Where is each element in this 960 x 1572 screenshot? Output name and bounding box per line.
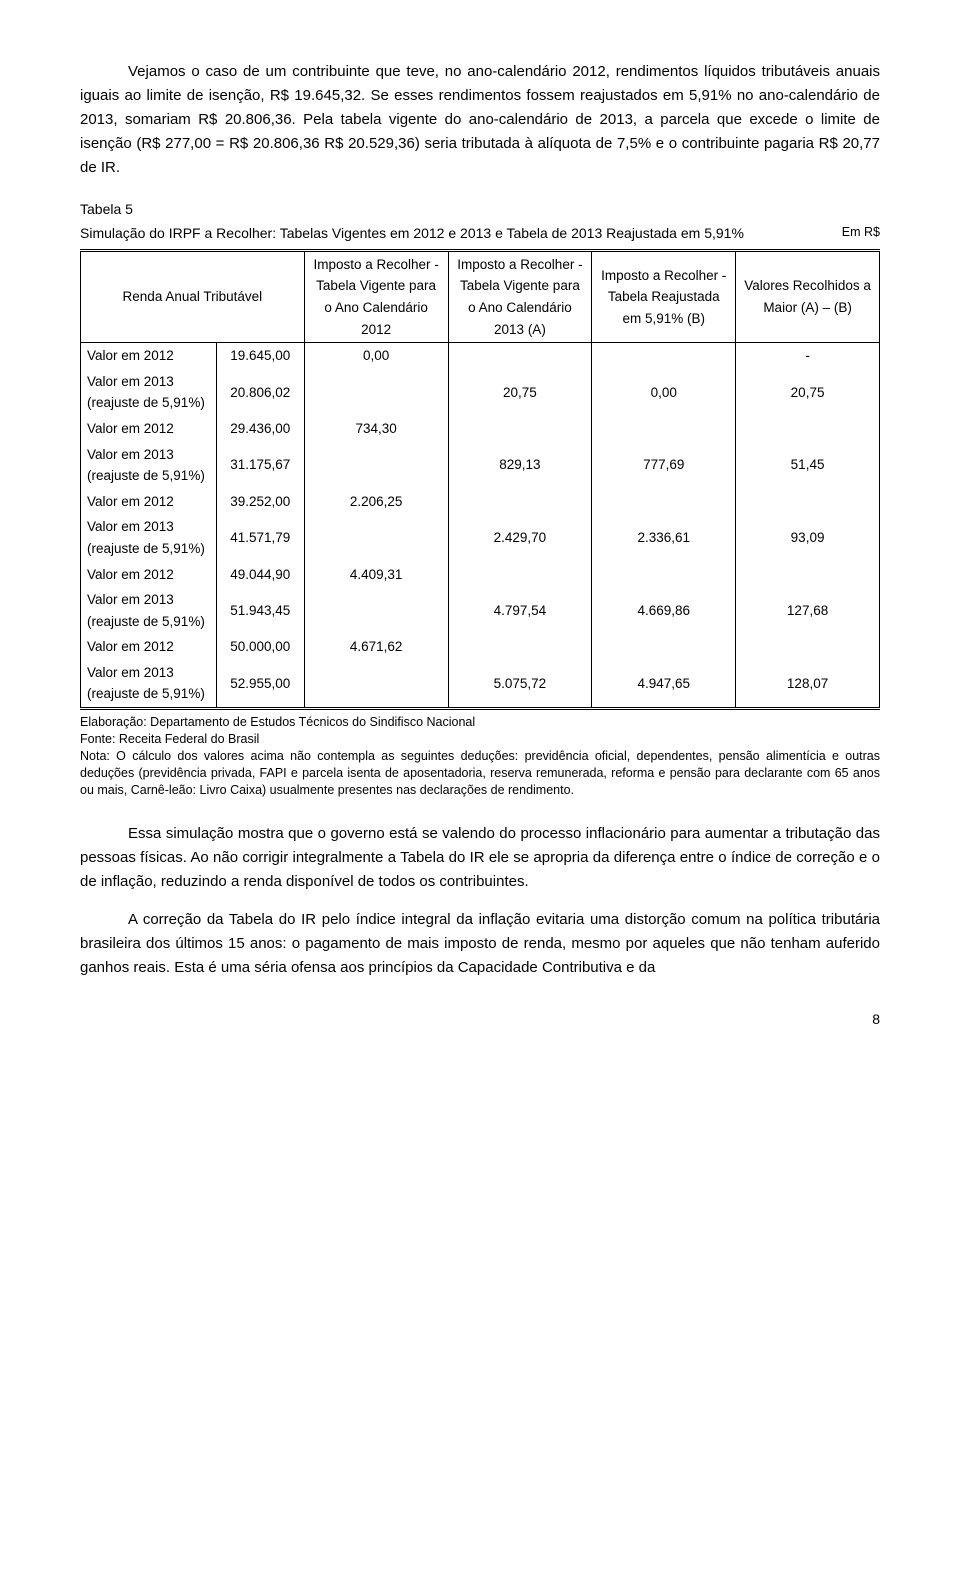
cell-empty — [592, 634, 736, 660]
cell-amount-2012: 50.000,00 — [216, 634, 304, 660]
cell-tax-b: 777,69 — [592, 442, 736, 489]
cell-empty — [304, 369, 448, 416]
cell-diff: 93,09 — [736, 514, 880, 561]
cell-tax-a: 2.429,70 — [448, 514, 592, 561]
cell-amount-2012: 19.645,00 — [216, 343, 304, 369]
cell-empty — [448, 343, 592, 369]
cell-tax-2012: 4.409,31 — [304, 562, 448, 588]
page-number: 8 — [80, 1008, 880, 1030]
row-label-2012: Valor em 2012 — [81, 489, 217, 515]
row-label-2012: Valor em 2012 — [81, 562, 217, 588]
table-unit: Em R$ — [842, 222, 880, 242]
cell-empty — [304, 442, 448, 489]
cell-empty — [592, 489, 736, 515]
cell-empty — [592, 562, 736, 588]
cell-diff: 127,68 — [736, 587, 880, 634]
th-valores-maior: Valores Recolhidos a Maior (A) – (B) — [736, 250, 880, 342]
th-imposto-2013-a: Imposto a Recolher - Tabela Vigente para… — [448, 250, 592, 342]
row-label-2012: Valor em 2012 — [81, 416, 217, 442]
paragraph-2: Essa simulação mostra que o governo está… — [80, 822, 880, 894]
cell-tax-b: 4.669,86 — [592, 587, 736, 634]
cell-amount-2013: 41.571,79 — [216, 514, 304, 561]
cell-empty — [448, 562, 592, 588]
table-subtitle-text: Simulação do IRPF a Recolher: Tabelas Vi… — [80, 225, 744, 241]
note-fonte: Fonte: Receita Federal do Brasil — [80, 731, 880, 748]
row-label-2013: Valor em 2013 (reajuste de 5,91%) — [81, 660, 217, 709]
cell-empty — [448, 489, 592, 515]
cell-tax-b: 0,00 — [592, 369, 736, 416]
cell-dash — [736, 634, 880, 660]
row-label-2013: Valor em 2013 (reajuste de 5,91%) — [81, 369, 217, 416]
cell-tax-2012: 2.206,25 — [304, 489, 448, 515]
row-label-2013: Valor em 2013 (reajuste de 5,91%) — [81, 587, 217, 634]
cell-tax-b: 4.947,65 — [592, 660, 736, 709]
paragraph-3: A correção da Tabela do IR pelo índice i… — [80, 908, 880, 980]
cell-tax-2012: 4.671,62 — [304, 634, 448, 660]
cell-amount-2013: 52.955,00 — [216, 660, 304, 709]
cell-tax-2012: 734,30 — [304, 416, 448, 442]
row-label-2013: Valor em 2013 (reajuste de 5,91%) — [81, 442, 217, 489]
cell-tax-2012: 0,00 — [304, 343, 448, 369]
cell-empty — [304, 660, 448, 709]
cell-tax-a: 20,75 — [448, 369, 592, 416]
row-label-2013: Valor em 2013 (reajuste de 5,91%) — [81, 514, 217, 561]
th-imposto-reaj-b: Imposto a Recolher - Tabela Reajustada e… — [592, 250, 736, 342]
cell-amount-2013: 31.175,67 — [216, 442, 304, 489]
cell-tax-a: 5.075,72 — [448, 660, 592, 709]
cell-diff: 20,75 — [736, 369, 880, 416]
cell-dash — [736, 416, 880, 442]
cell-empty — [592, 343, 736, 369]
cell-amount-2012: 49.044,90 — [216, 562, 304, 588]
cell-diff: 128,07 — [736, 660, 880, 709]
cell-tax-b: 2.336,61 — [592, 514, 736, 561]
cell-amount-2012: 29.436,00 — [216, 416, 304, 442]
th-imposto-2012: Imposto a Recolher - Tabela Vigente para… — [304, 250, 448, 342]
row-label-2012: Valor em 2012 — [81, 343, 217, 369]
table-notes: Elaboração: Departamento de Estudos Técn… — [80, 714, 880, 798]
cell-dash — [736, 489, 880, 515]
cell-empty — [304, 514, 448, 561]
cell-empty — [448, 634, 592, 660]
table-title: Tabela 5 — [80, 198, 880, 220]
cell-dash — [736, 562, 880, 588]
cell-tax-a: 4.797,54 — [448, 587, 592, 634]
cell-empty — [304, 587, 448, 634]
cell-tax-a: 829,13 — [448, 442, 592, 489]
cell-amount-2012: 39.252,00 — [216, 489, 304, 515]
row-label-2012: Valor em 2012 — [81, 634, 217, 660]
table-subtitle: Simulação do IRPF a Recolher: Tabelas Vi… — [80, 222, 880, 244]
cell-amount-2013: 20.806,02 — [216, 369, 304, 416]
cell-empty — [448, 416, 592, 442]
note-calculo: Nota: O cálculo dos valores acima não co… — [80, 748, 880, 799]
paragraph-1: Vejamos o caso de um contribuinte que te… — [80, 60, 880, 180]
cell-empty — [592, 416, 736, 442]
th-renda: Renda Anual Tributável — [81, 250, 305, 342]
note-elaboracao: Elaboração: Departamento de Estudos Técn… — [80, 714, 880, 731]
cell-dash: - — [736, 343, 880, 369]
simulation-table: Renda Anual Tributável Imposto a Recolhe… — [80, 249, 880, 710]
cell-amount-2013: 51.943,45 — [216, 587, 304, 634]
cell-diff: 51,45 — [736, 442, 880, 489]
